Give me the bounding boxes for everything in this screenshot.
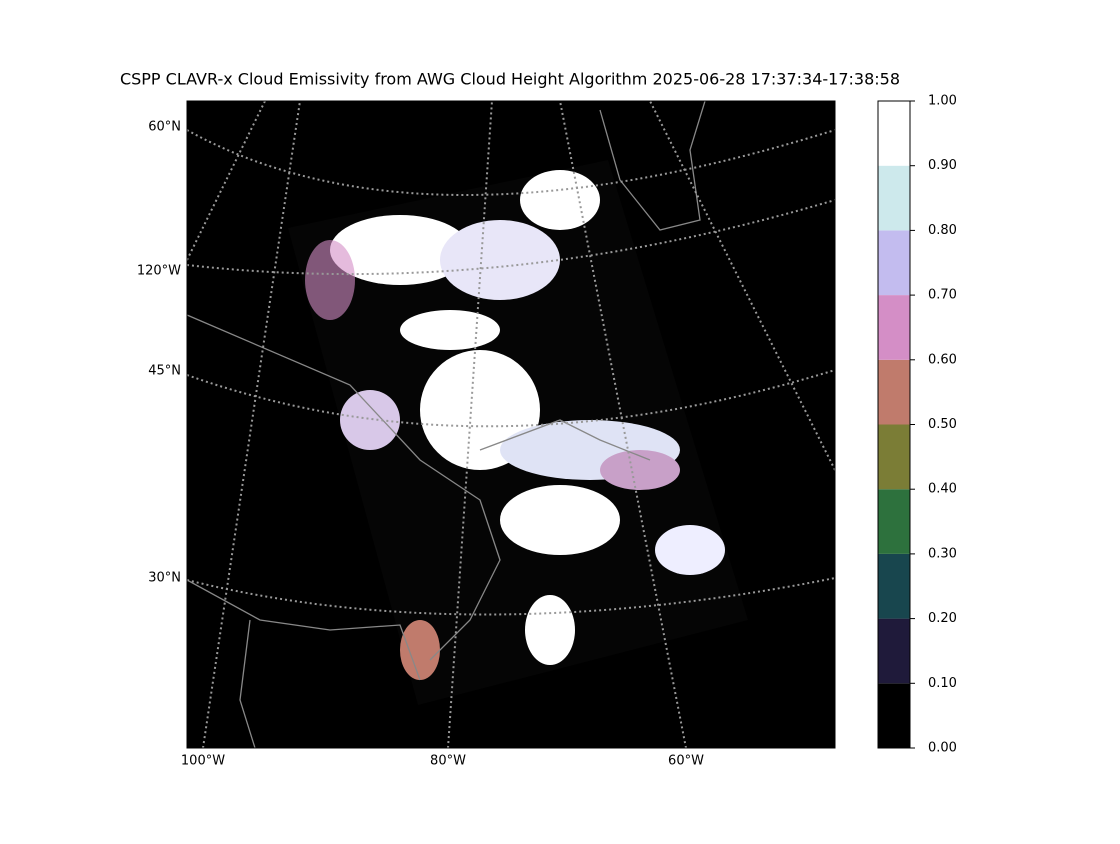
colorbar-tick-label: 1.00: [928, 94, 957, 109]
colorbar-band: [878, 295, 910, 360]
colorbar-band: [878, 230, 910, 296]
colorbar-tick-label: 0.10: [928, 676, 957, 691]
colorbar-band: [878, 101, 910, 166]
colorbar-tick-label: 0.70: [928, 288, 957, 303]
lat-label: 30°N: [148, 571, 181, 586]
lat-label: 45°N: [148, 364, 181, 379]
title: CSPP CLAVR-x Cloud Emissivity from AWG C…: [120, 70, 900, 89]
colorbar-tick-label: 0.40: [928, 482, 957, 497]
colorbar-tick-label: 0.90: [928, 158, 957, 173]
colorbar-tick-label: 0.50: [928, 417, 957, 432]
colorbar-tick-label: 0.20: [928, 611, 957, 626]
colorbar-tick-label: 0.00: [928, 741, 957, 756]
colorbar-band: [878, 165, 910, 231]
colorbar-band: [878, 618, 910, 684]
coastlines: [187, 101, 706, 748]
map: [187, 101, 835, 748]
colorbar-tick-label: 0.80: [928, 223, 957, 238]
lon-label: 100°W: [181, 754, 225, 769]
colorbar-tick-label: 0.30: [928, 546, 957, 561]
lon-label: 120°W: [137, 264, 181, 279]
cloud-swath: [288, 160, 748, 705]
graticule: [187, 101, 835, 748]
colorbar-band: [878, 489, 910, 554]
map-frame: [186, 100, 836, 749]
colorbar-band: [878, 553, 910, 619]
lon-label: 80°W: [430, 754, 466, 769]
colorbar-band: [878, 683, 910, 748]
lon-label: 60°W: [668, 754, 704, 769]
lat-label: 60°N: [148, 120, 181, 135]
colorbar-band: [878, 359, 910, 425]
colorbar-tick-label: 0.60: [928, 352, 957, 367]
colorbar-band: [878, 424, 910, 490]
